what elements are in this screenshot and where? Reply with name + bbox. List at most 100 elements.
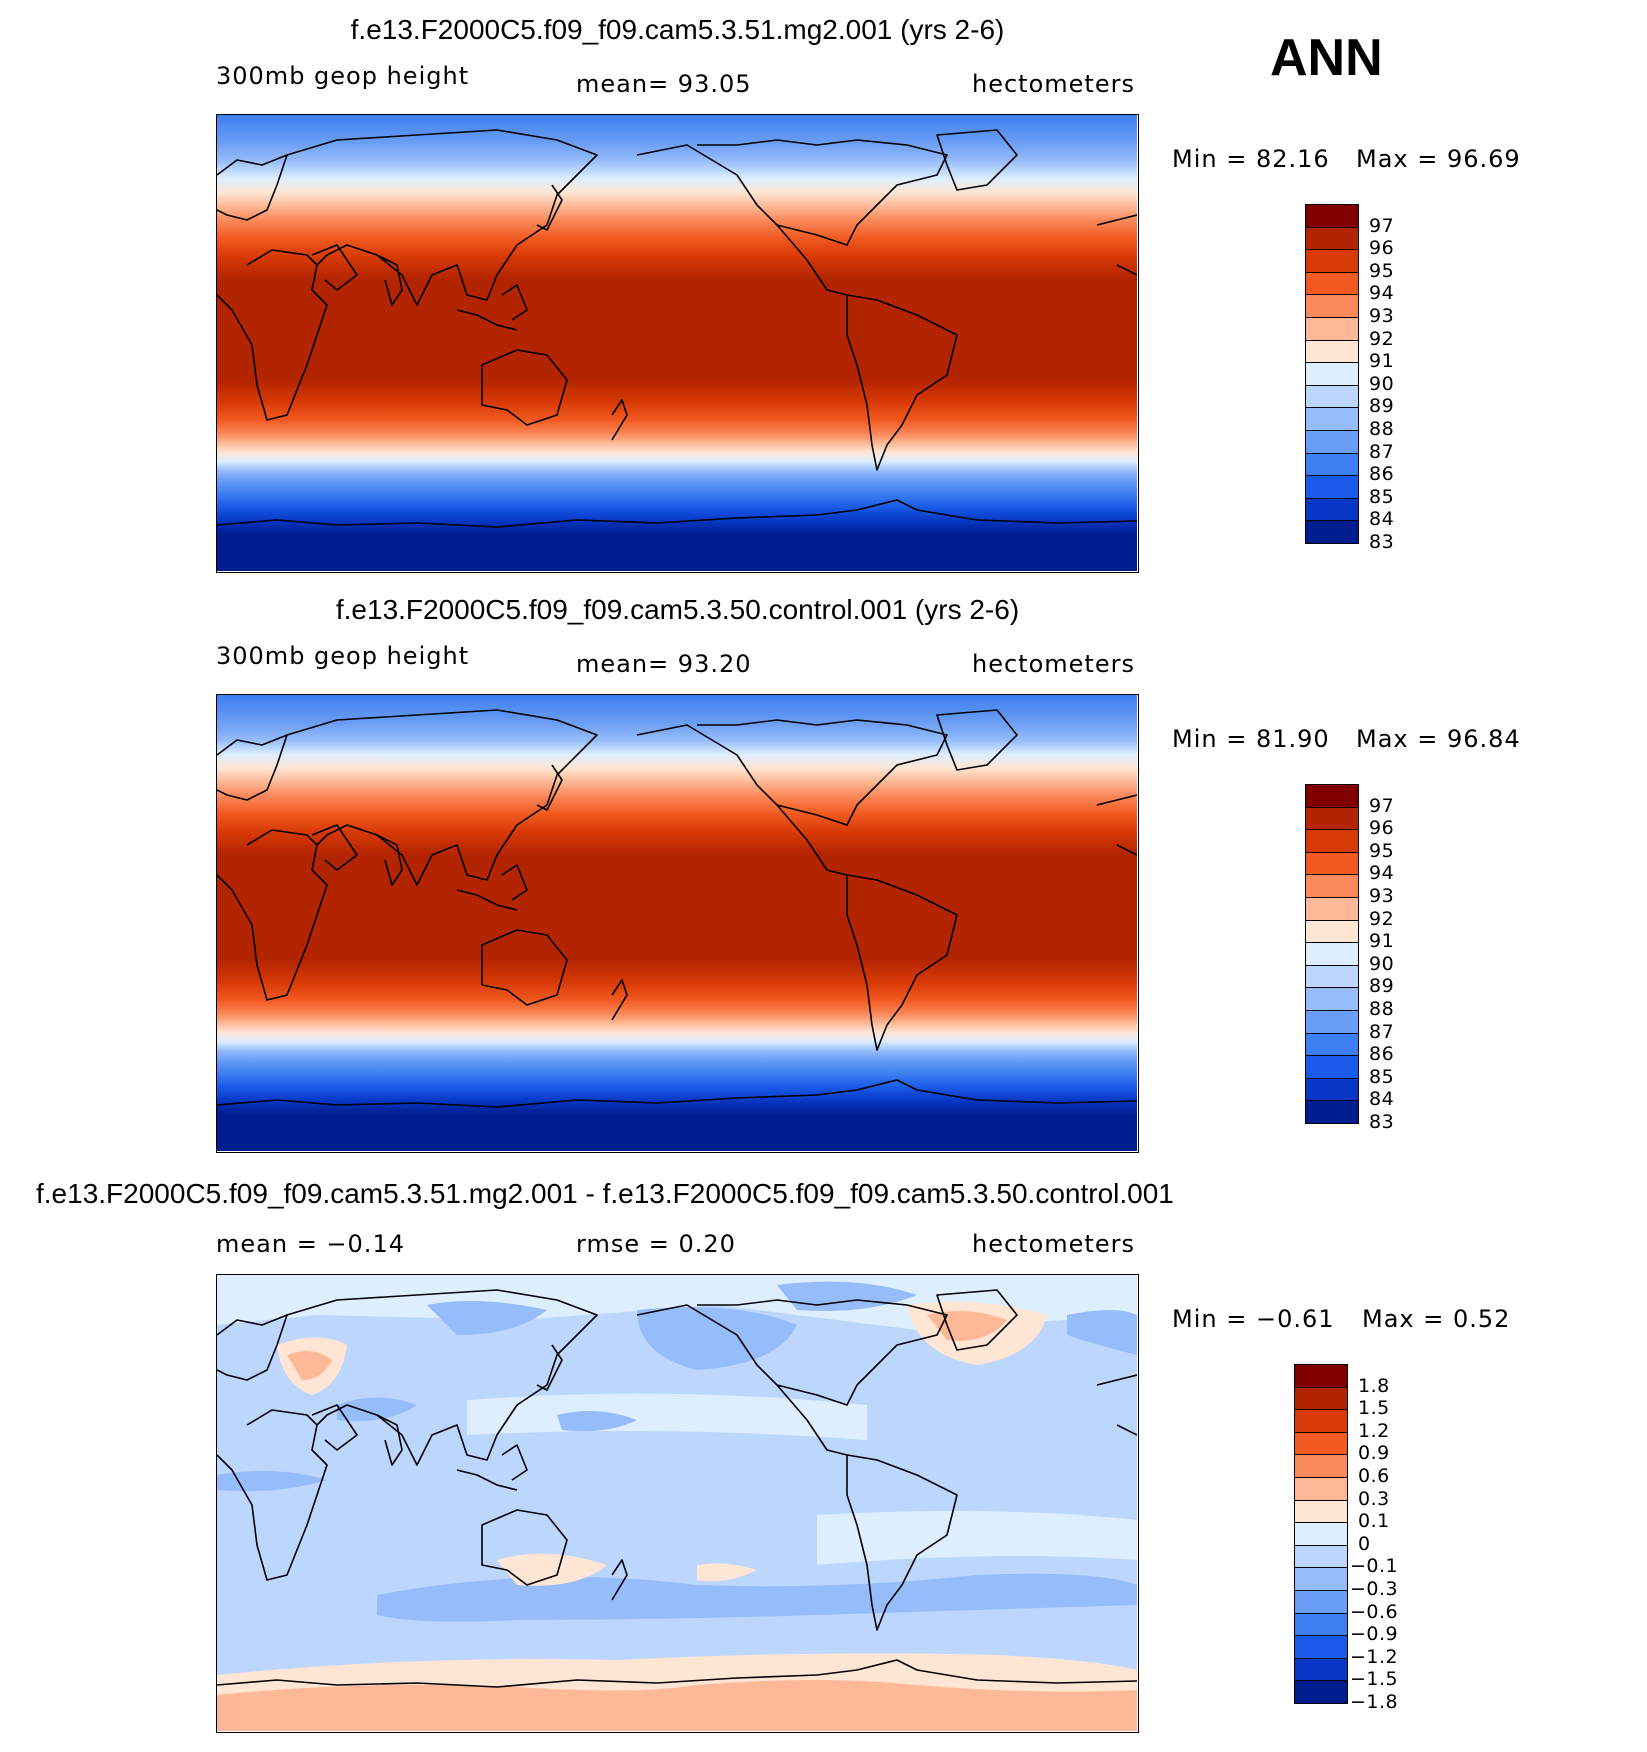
colorbar-tick-label: 87 <box>1369 1020 1395 1043</box>
colorbar-tick-label: 89 <box>1369 395 1395 418</box>
colorbar-cell <box>1305 897 1359 921</box>
mean-label-test: mean= 93.05 <box>576 70 752 98</box>
colorbar-cell <box>1294 1477 1348 1501</box>
colorbar-tick-label: 92 <box>1369 907 1395 930</box>
colorbar-tick-label: 83 <box>1369 1111 1395 1133</box>
colorbar-tick-label: 92 <box>1369 327 1395 350</box>
colorbar-tick-label: 95 <box>1369 259 1395 282</box>
colorbar-tick-label: 0.1 <box>1358 1510 1390 1533</box>
map-control <box>216 694 1139 1153</box>
colorbar-cell <box>1305 1077 1359 1102</box>
variable-label-test: 300mb geop height <box>216 62 470 90</box>
colorbar-cell <box>1294 1657 1348 1682</box>
colorbar-cell <box>1305 407 1359 431</box>
max-label-test: Max = 96.69 <box>1356 145 1521 173</box>
colorbar-tick-label: 96 <box>1369 817 1395 840</box>
min-label-control: Min = 81.90 <box>1172 725 1330 753</box>
colorbar-cell <box>1305 249 1359 273</box>
colorbar-tick-label: 0.6 <box>1358 1465 1390 1487</box>
units-label-test: hectometers <box>972 70 1135 98</box>
colorbar-cell <box>1305 1010 1359 1034</box>
colorbar-tick-label: 95 <box>1369 839 1395 862</box>
colorbar-cell <box>1305 784 1359 808</box>
colorbar-tick-label: 88 <box>1369 998 1395 1020</box>
variable-label-control: 300mb geop height <box>216 642 470 670</box>
colorbar-cell <box>1294 1612 1348 1637</box>
units-label-diff: hectometers <box>972 1230 1135 1258</box>
colorbar-tick-label: 93 <box>1369 885 1395 907</box>
min-label-diff: Min = −0.61 <box>1172 1305 1335 1333</box>
colorbar-tick-label: 84 <box>1369 1088 1395 1111</box>
colorbar-cell <box>1305 317 1359 341</box>
colorbar-tick-label: 88 <box>1369 418 1395 440</box>
colorbar-tick-label: 93 <box>1369 305 1395 327</box>
colorbar-cell <box>1305 1100 1359 1124</box>
colorbar-cell <box>1305 339 1359 364</box>
colorbar-cell <box>1305 520 1359 544</box>
colorbar-tick-label: 83 <box>1369 531 1395 553</box>
colorbar-cell <box>1294 1386 1348 1411</box>
colorbar-cell <box>1305 806 1359 831</box>
colorbar-tick-label: 0.3 <box>1358 1487 1390 1510</box>
colorbar-cell <box>1305 226 1359 251</box>
colorbar-test: 97 96 95 94 93 92 91 90 89 88 87 86 85 84 83 <box>1305 204 1394 553</box>
colorbar-tick-label: 91 <box>1369 930 1395 953</box>
colorbar-cell <box>1305 452 1359 477</box>
colorbar-tick-label: 1.2 <box>1358 1419 1390 1442</box>
colorbar-cell <box>1305 271 1359 296</box>
colorbar-cell <box>1305 475 1359 499</box>
season-label: ANN <box>1270 29 1383 87</box>
colorbar-cell <box>1294 1522 1348 1546</box>
colorbar-tick-label: −0.1 <box>1350 1555 1399 1578</box>
colorbar-cell <box>1305 851 1359 876</box>
colorbar-tick-label: 85 <box>1369 1065 1395 1088</box>
colorbar-tick-label: 1.8 <box>1358 1374 1390 1397</box>
map-diff <box>216 1274 1139 1733</box>
colorbar-tick-label: −1.2 <box>1350 1645 1399 1668</box>
colorbar-cell <box>1294 1680 1348 1704</box>
colorbar-cell <box>1305 1032 1359 1057</box>
min-label-test: Min = 82.16 <box>1172 145 1330 173</box>
colorbar-cell <box>1305 987 1359 1011</box>
panel-title-control: f.e13.F2000C5.f09_f09.cam5.3.50.control.… <box>335 594 1020 625</box>
colorbar-cell <box>1294 1635 1348 1659</box>
colorbar-tick-label: 97 <box>1369 794 1395 817</box>
colorbar-tick-label: 91 <box>1369 350 1395 373</box>
diff-mean-label: mean = −0.14 <box>216 1230 405 1258</box>
colorbar-cell <box>1305 294 1359 318</box>
colorbar-tick-label: 86 <box>1369 463 1395 486</box>
colorbar-tick-label: 97 <box>1369 214 1395 237</box>
colorbar-tick-label: 94 <box>1369 862 1395 885</box>
colorbar-tick-label: 96 <box>1369 237 1395 260</box>
max-label-control: Max = 96.84 <box>1356 725 1521 753</box>
colorbar-cell <box>1294 1567 1348 1591</box>
colorbar-cell <box>1305 942 1359 966</box>
colorbar-cell <box>1294 1454 1348 1478</box>
max-label-diff: Max = 0.52 <box>1362 1305 1511 1333</box>
colorbar-control: 97 96 95 94 93 92 91 90 89 88 87 86 85 84 83 <box>1305 784 1394 1133</box>
colorbar-tick-label: 1.5 <box>1358 1397 1390 1420</box>
colorbar-tick-label: 84 <box>1369 508 1395 531</box>
colorbar-tick-label: 0 <box>1358 1532 1371 1555</box>
colorbar-cell <box>1294 1499 1348 1524</box>
colorbar-tick-label: −0.6 <box>1350 1600 1399 1623</box>
colorbar-tick-label: 0.9 <box>1358 1442 1390 1465</box>
colorbar-tick-label: 85 <box>1369 485 1395 508</box>
colorbar-tick-label: −0.3 <box>1350 1578 1399 1600</box>
colorbar-cell <box>1294 1431 1348 1456</box>
panel-title-test: f.e13.F2000C5.f09_f09.cam5.3.51.mg2.001 … <box>350 14 1005 45</box>
mean-label-control: mean= 93.20 <box>576 650 752 678</box>
colorbar-diff: 1.8 1.5 1.2 0.9 0.6 0.3 0.1 0 −0.1 −0.3 −0.6 −0.9 −1… <box>1294 1364 1398 1713</box>
colorbar-cell <box>1305 1055 1359 1079</box>
units-label-control: hectometers <box>972 650 1135 678</box>
rmse-label: rmse = 0.20 <box>576 1230 736 1258</box>
colorbar-tick-label: 90 <box>1369 372 1395 395</box>
colorbar-cell <box>1305 430 1359 454</box>
map-test <box>216 114 1139 573</box>
colorbar-cell <box>1305 919 1359 944</box>
colorbar-cell <box>1305 204 1359 228</box>
colorbar-tick-label: 86 <box>1369 1043 1395 1066</box>
colorbar-cell <box>1305 497 1359 522</box>
colorbar-tick-label: 94 <box>1369 282 1395 305</box>
colorbar-cell <box>1305 874 1359 898</box>
